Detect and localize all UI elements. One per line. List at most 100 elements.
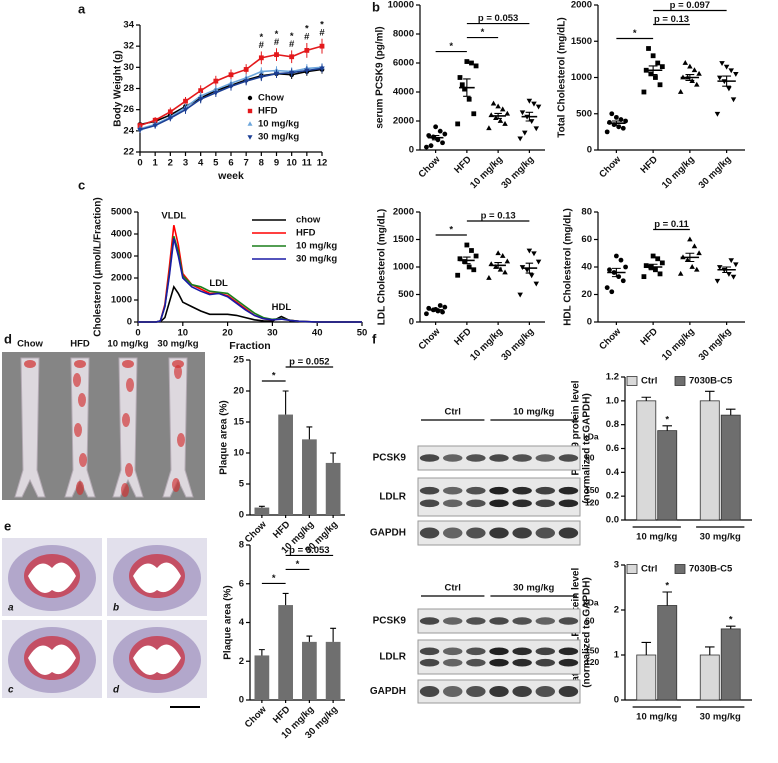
section-label: b — [113, 603, 119, 614]
blot-band — [535, 617, 556, 625]
legend-label: Chow — [258, 93, 284, 104]
data-point — [623, 118, 628, 124]
aorta — [162, 357, 194, 498]
blot-band — [466, 658, 486, 667]
data-point — [696, 70, 702, 76]
data-point — [609, 289, 615, 295]
plaque-spot — [174, 365, 182, 379]
peak-label: LDL — [209, 278, 228, 289]
data-point — [455, 272, 461, 278]
panel-label: d — [4, 331, 12, 346]
x-tick-label: 11 — [302, 158, 313, 169]
sem-bar — [525, 262, 534, 274]
data-point — [258, 55, 264, 61]
legend-label: 30 mg/kg — [296, 254, 337, 265]
data-point — [213, 90, 219, 96]
section-label: d — [113, 685, 120, 696]
blot-band — [558, 617, 579, 625]
data-point — [694, 81, 700, 87]
x-tick-label: 10 — [178, 328, 189, 339]
panel-label: f — [372, 331, 377, 346]
data-point — [433, 124, 439, 130]
bar — [636, 654, 657, 701]
group-label: 30 mg/kg — [513, 583, 554, 594]
blot-band — [512, 454, 532, 462]
sem-bar — [611, 120, 621, 126]
blot-band — [489, 647, 509, 656]
plaque-spot — [122, 360, 134, 368]
data-point — [243, 67, 249, 72]
y-tick-label: 2000 — [571, 0, 592, 11]
blot-band — [489, 686, 509, 697]
data-point — [613, 253, 619, 259]
data-point — [504, 110, 511, 116]
section-label: c — [8, 685, 14, 696]
error-bar — [258, 649, 265, 656]
blot-row-label: GAPDH — [370, 528, 406, 539]
blot-band — [466, 647, 486, 656]
x-tick-label: 4 — [198, 158, 204, 169]
data-point — [535, 259, 542, 265]
data-point — [682, 60, 689, 65]
x-tick-label: 30 mg/kg — [697, 326, 734, 363]
significance-mark: # — [304, 32, 310, 43]
legend-label: Ctrl — [641, 564, 657, 575]
significance-label: p = 0.13 — [654, 14, 689, 25]
y-tick-label: 10000 — [388, 0, 414, 11]
bar — [325, 641, 341, 700]
data-point — [442, 131, 448, 137]
data-point — [691, 67, 698, 73]
bar — [302, 641, 317, 700]
y-tick-label: 20 — [233, 386, 244, 397]
blot-band — [489, 486, 509, 495]
data-point — [648, 71, 654, 77]
error-bar — [641, 396, 652, 401]
plaque-spot — [172, 360, 184, 368]
data-point — [733, 71, 739, 77]
data-point — [424, 311, 429, 317]
data-point — [730, 274, 737, 280]
plaque-spot — [78, 393, 86, 407]
significance-mark: * — [305, 24, 309, 35]
data-point — [726, 86, 732, 92]
y-tick-label: 1 — [614, 650, 620, 661]
data-point — [655, 60, 661, 66]
x-tick-label: 10 — [286, 158, 297, 169]
data-point — [497, 118, 504, 123]
lumen — [28, 562, 76, 593]
plaque-spot — [125, 463, 133, 477]
significance-mark: * — [729, 615, 733, 626]
x-tick-label: Chow — [416, 326, 442, 352]
legend-label: 30 mg/kg — [258, 132, 299, 143]
error-bar — [282, 592, 289, 606]
peak-label: VLDL — [161, 211, 186, 222]
data-point — [469, 60, 474, 66]
legend-label: chow — [296, 215, 321, 226]
bar — [278, 605, 293, 700]
data-point — [319, 43, 325, 49]
data-point — [424, 144, 429, 150]
series-line — [138, 238, 362, 323]
y-tick-label: 1.2 — [606, 372, 619, 383]
y-tick-label: 2 — [239, 656, 244, 667]
significance-mark: # — [274, 37, 280, 48]
blot-band — [419, 527, 440, 539]
legend-label: 10 mg/kg — [258, 119, 299, 130]
significance-mark: * — [259, 32, 263, 43]
x-tick-label: Chow — [243, 519, 269, 545]
y-tick-label: 2000 — [111, 273, 132, 284]
legend-swatch — [674, 564, 686, 574]
data-point — [466, 264, 472, 270]
x-tick-label: Chow — [597, 326, 623, 352]
data-point — [486, 275, 492, 280]
data-point — [495, 250, 501, 256]
y-tick-label: 0 — [587, 317, 592, 328]
data-point — [526, 248, 533, 254]
y-tick-label: 8 — [239, 540, 244, 551]
blot-band — [466, 686, 486, 697]
x-tick-label: Chow — [416, 154, 442, 180]
data-point — [650, 253, 656, 259]
y-tick-label: 28 — [123, 83, 134, 94]
x-tick-label: HFD — [638, 154, 660, 176]
significance-label: p = 0.13 — [481, 211, 516, 222]
